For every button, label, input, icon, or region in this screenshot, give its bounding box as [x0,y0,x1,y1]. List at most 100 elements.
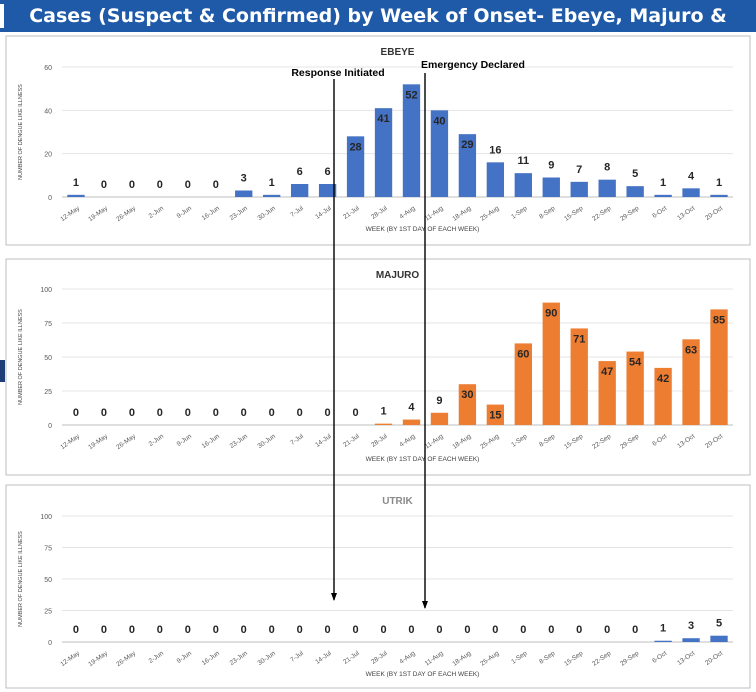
data-label: 1 [660,177,666,189]
data-label: 0 [157,407,163,419]
bar [514,173,532,197]
y-tick-label: 75 [44,546,52,553]
data-label: 4 [408,402,415,414]
data-label: 6 [325,166,331,178]
chart-title: EBEYE [381,47,415,58]
data-label: 0 [129,179,135,191]
bar [710,635,728,642]
y-tick-label: 75 [44,321,52,328]
banner-left-mark [0,4,4,28]
data-label: 29 [461,139,473,151]
data-label: 0 [157,179,163,191]
data-label: 0 [353,624,359,636]
bar [542,177,560,197]
bar [654,194,672,197]
data-label: 0 [269,407,275,419]
y-tick-label: 20 [44,152,52,159]
data-label: 0 [464,624,470,636]
bar [598,179,616,197]
data-label: 54 [629,357,642,369]
emergency-declared-arrowhead [422,601,428,609]
y-tick-label: 40 [44,108,52,115]
data-label: 0 [269,624,275,636]
y-tick-label: 100 [40,287,52,294]
bar [402,419,421,425]
bar [626,351,644,425]
data-label: 71 [573,333,585,345]
data-label: 6 [297,166,303,178]
title-banner [0,0,756,32]
data-label: 0 [129,407,135,419]
bar [682,188,700,197]
bar [710,194,728,197]
bar [486,162,505,197]
bar [458,134,477,197]
data-label: 0 [101,179,107,191]
side-tab-mark [0,360,5,382]
data-label: 90 [545,308,557,320]
data-label: 52 [405,89,417,101]
data-label: 0 [185,407,191,419]
y-tick-label: 25 [44,609,52,616]
y-tick-label: 100 [40,514,52,521]
data-label: 1 [716,177,722,189]
bar [402,84,421,197]
data-label: 9 [436,395,442,407]
data-label: 0 [157,624,163,636]
data-label: 0 [185,624,191,636]
bar [430,412,449,425]
data-label: 1 [269,177,275,189]
y-tick-label: 0 [48,640,52,647]
data-label: 8 [604,162,610,174]
bar [710,309,728,425]
bar [570,328,588,425]
data-label: 47 [601,366,613,378]
data-label: 0 [325,624,331,636]
data-label: 11 [517,155,529,167]
data-label: 60 [517,348,529,360]
data-label: 28 [349,141,361,153]
data-label: 0 [129,624,135,636]
data-label: 16 [489,144,501,156]
data-label: 1 [73,177,79,189]
bar [570,181,588,197]
data-label: 40 [433,115,445,127]
data-label: 0 [353,407,359,419]
data-label: 0 [101,624,107,636]
bar [430,110,449,197]
data-label: 15 [489,410,501,422]
data-label: 5 [632,168,638,180]
bar [654,367,672,425]
data-label: 0 [73,624,79,636]
data-label: 9 [548,160,554,172]
y-tick-label: 25 [44,389,52,396]
x-axis-label: WEEK (BY 1ST DAY OF EACH WEEK) [366,671,480,678]
data-label: 0 [241,407,247,419]
data-label: 0 [213,407,219,419]
y-axis-label: NUMBER OF DENGUE LIKE ILLNESS [18,309,24,405]
data-label: 0 [576,624,582,636]
x-axis-label: WEEK (BY 1ST DAY OF EACH WEEK) [366,226,480,233]
data-label: 0 [101,407,107,419]
data-label: 63 [685,344,697,356]
data-label: 0 [492,624,498,636]
bar [290,184,309,197]
data-label: 0 [380,624,386,636]
x-axis-label: WEEK (BY 1ST DAY OF EACH WEEK) [366,456,480,463]
data-label: 0 [632,624,638,636]
y-tick-label: 50 [44,355,52,362]
y-axis-label: NUMBER OF DENGUE LIKE ILLNESS [18,531,24,627]
bar [67,194,85,197]
emergency-declared-label: Emergency Declared [421,59,525,71]
bar [346,136,365,197]
data-label: 0 [436,624,442,636]
data-label: 5 [716,618,722,630]
chart-panel [5,484,751,689]
y-tick-label: 50 [44,577,52,584]
bar [374,108,393,197]
data-label: 3 [688,620,694,632]
chart-panel [5,258,751,476]
data-label: 0 [213,624,219,636]
bar [318,184,337,197]
